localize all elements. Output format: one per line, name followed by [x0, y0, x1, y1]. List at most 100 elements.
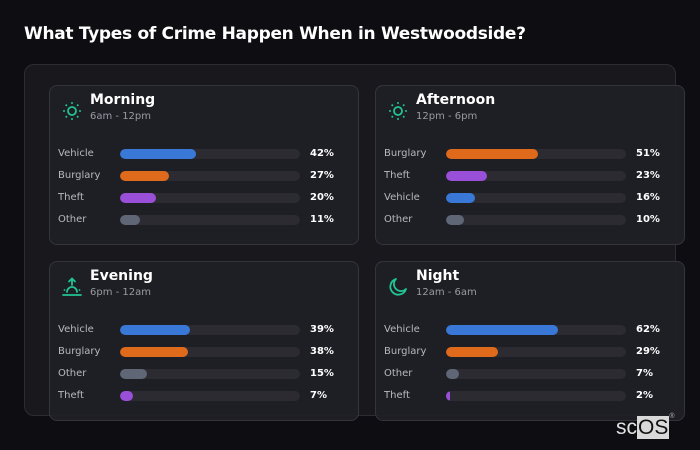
card-title: Morning — [90, 92, 156, 108]
bar-fill — [446, 149, 538, 159]
bar-fill — [120, 193, 156, 203]
bar-value: 27% — [310, 170, 334, 181]
time-card-afternoon: Afternoon 12pm - 6pm Burglary 51% Theft 23% Ve… — [375, 85, 685, 245]
bar-label: Burglary — [58, 170, 101, 181]
bar-label: Vehicle — [58, 324, 94, 335]
bar-value: 10% — [636, 214, 660, 225]
bar-value: 39% — [310, 324, 334, 335]
bar-value: 29% — [636, 346, 660, 357]
bar-fill — [120, 347, 189, 357]
bar-label: Vehicle — [384, 324, 420, 335]
bar-row: Burglary 29% — [384, 344, 679, 366]
bar-track — [446, 369, 626, 379]
sun-icon — [387, 100, 409, 122]
bar-label: Vehicle — [384, 192, 420, 203]
bar-value: 51% — [636, 148, 660, 159]
sunset-icon — [61, 276, 83, 298]
bar-fill — [120, 325, 191, 335]
bar-value: 42% — [310, 148, 334, 159]
bar-value: 15% — [310, 368, 334, 379]
bar-value: 2% — [636, 390, 653, 401]
bar-row: Theft 7% — [58, 388, 353, 410]
logo-highlight: OS — [637, 416, 670, 439]
bar-fill — [446, 325, 558, 335]
bar-label: Other — [384, 368, 413, 379]
bar-value: 23% — [636, 170, 660, 181]
bar-label: Burglary — [384, 346, 427, 357]
time-card-evening: Evening 6pm - 12am Vehicle 39% Burglary 38% Ot… — [49, 261, 359, 421]
card-time-range: 6am - 12pm — [90, 111, 152, 122]
bar-fill — [446, 391, 450, 401]
bar-row: Theft 23% — [384, 168, 679, 190]
bar-row: Other 10% — [384, 212, 679, 234]
bar-list: Burglary 51% Theft 23% Vehicle 16% Other 10% — [384, 146, 679, 234]
bar-fill — [446, 215, 464, 225]
moon-icon — [387, 276, 409, 298]
bar-track — [120, 171, 300, 181]
bar-track — [446, 325, 626, 335]
bar-fill — [120, 149, 196, 159]
bar-value: 62% — [636, 324, 660, 335]
bar-value: 11% — [310, 214, 334, 225]
bar-list: Vehicle 62% Burglary 29% Other 7% Theft 2% — [384, 322, 679, 410]
bar-label: Burglary — [58, 346, 101, 357]
card-time-range: 6pm - 12am — [90, 287, 152, 298]
logo-prefix: sc — [616, 416, 637, 439]
bar-value: 7% — [310, 390, 327, 401]
bar-track — [120, 347, 300, 357]
logo-registered-mark: ® — [669, 413, 675, 420]
bar-row: Vehicle 16% — [384, 190, 679, 212]
bar-label: Theft — [58, 192, 84, 203]
bar-label: Other — [384, 214, 413, 225]
time-card-morning: Morning 6am - 12pm Vehicle 42% Burglary 27% Th… — [49, 85, 359, 245]
bar-fill — [120, 215, 140, 225]
bar-track — [120, 369, 300, 379]
card-title: Evening — [90, 268, 153, 284]
page-title: What Types of Crime Happen When in Westw… — [24, 24, 526, 44]
bar-track — [446, 149, 626, 159]
bar-track — [446, 215, 626, 225]
bar-fill — [120, 369, 147, 379]
bar-label: Other — [58, 368, 87, 379]
bar-row: Vehicle 42% — [58, 146, 353, 168]
bar-value: 38% — [310, 346, 334, 357]
bar-row: Burglary 38% — [58, 344, 353, 366]
bar-row: Vehicle 39% — [58, 322, 353, 344]
bar-row: Other 7% — [384, 366, 679, 388]
bar-row: Burglary 51% — [384, 146, 679, 168]
bar-row: Other 15% — [58, 366, 353, 388]
bar-track — [120, 193, 300, 203]
bar-fill — [446, 369, 459, 379]
bar-track — [446, 391, 626, 401]
bar-track — [120, 325, 300, 335]
bar-row: Vehicle 62% — [384, 322, 679, 344]
time-card-night: Night 12am - 6am Vehicle 62% Burglary 29% Othe… — [375, 261, 685, 421]
bar-track — [446, 171, 626, 181]
bar-track — [446, 347, 626, 357]
bar-track — [120, 215, 300, 225]
bar-list: Vehicle 42% Burglary 27% Theft 20% Other 11% — [58, 146, 353, 234]
bar-value: 7% — [636, 368, 653, 379]
bar-row: Other 11% — [58, 212, 353, 234]
bar-value: 20% — [310, 192, 334, 203]
bar-track — [120, 149, 300, 159]
bar-value: 16% — [636, 192, 660, 203]
bar-fill — [446, 347, 499, 357]
bar-fill — [120, 391, 133, 401]
bar-row: Theft 2% — [384, 388, 679, 410]
card-title: Night — [416, 268, 460, 284]
bar-label: Theft — [58, 390, 84, 401]
bar-list: Vehicle 39% Burglary 38% Other 15% Theft 7% — [58, 322, 353, 410]
card-title: Afternoon — [416, 92, 496, 108]
scos-logo: scOS® — [616, 413, 675, 439]
bar-label: Burglary — [384, 148, 427, 159]
bar-fill — [446, 193, 475, 203]
card-time-range: 12pm - 6pm — [416, 111, 478, 122]
bar-label: Theft — [384, 170, 410, 181]
bar-row: Theft 20% — [58, 190, 353, 212]
bar-label: Theft — [384, 390, 410, 401]
bar-label: Vehicle — [58, 148, 94, 159]
bar-fill — [120, 171, 169, 181]
bar-track — [120, 391, 300, 401]
sun-icon — [61, 100, 83, 122]
